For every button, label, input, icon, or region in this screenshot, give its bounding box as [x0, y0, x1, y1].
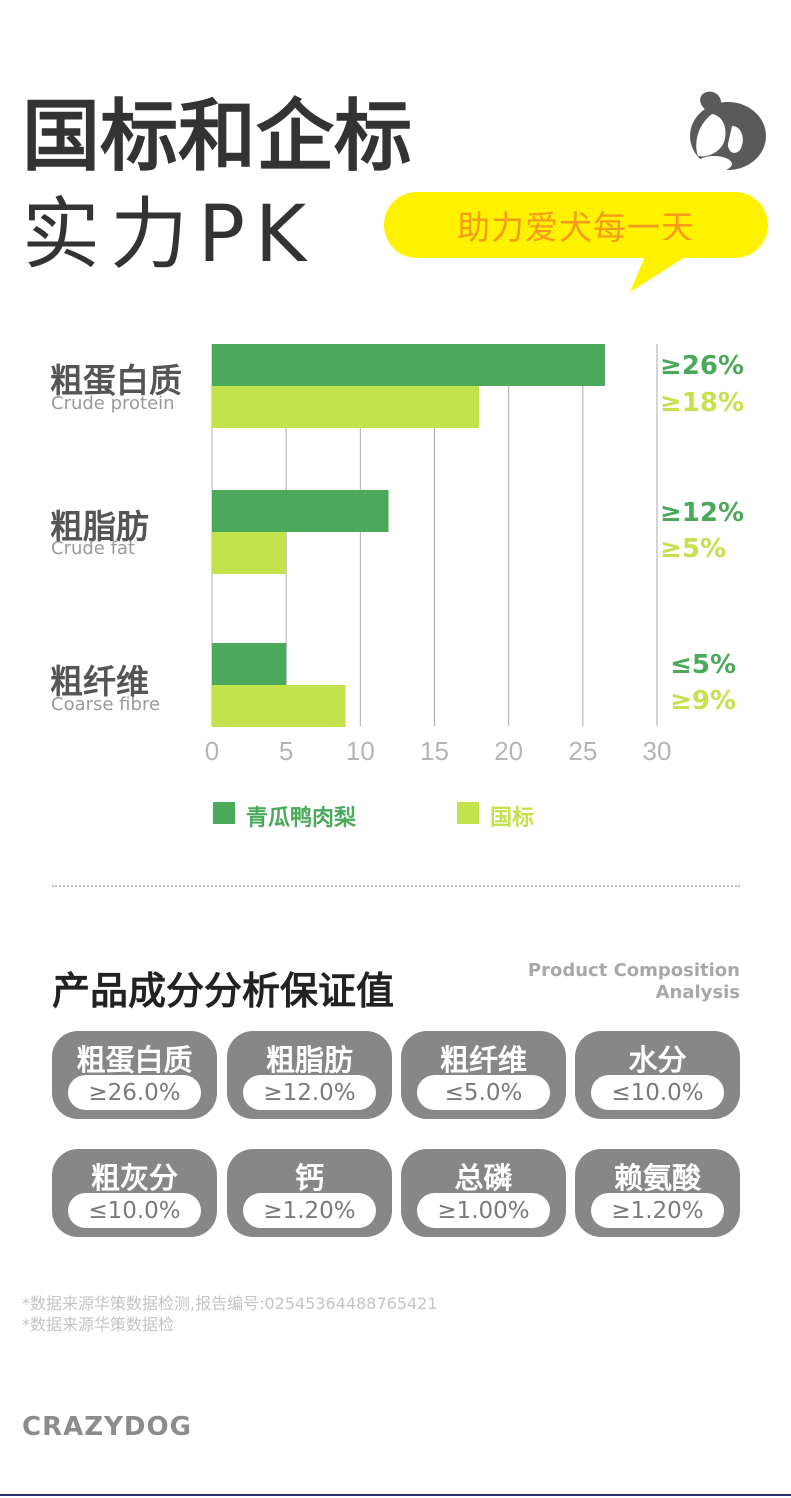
composition-card-name: 粗脂肪	[265, 1043, 353, 1077]
composition-card: 钙 ≥1.20%	[227, 1149, 392, 1237]
composition-card: 粗蛋白质 ≥26.0%	[52, 1031, 217, 1119]
x-tick-label: 5	[279, 736, 293, 766]
legend-swatch-standard	[457, 802, 479, 824]
bottom-rule	[0, 1494, 791, 1496]
value-label-brand-1: ≥12%	[660, 498, 745, 528]
composition-card-value: ≤5.0%	[417, 1075, 550, 1110]
x-tick-label: 30	[643, 736, 672, 766]
value-label-standard-0: ≥18%	[660, 388, 745, 418]
category-subtitle-1: Crude fat	[51, 538, 136, 559]
bar-standard	[212, 386, 479, 428]
x-tick-label: 0	[205, 736, 219, 766]
bar-standard	[212, 532, 287, 574]
composition-card-value: ≥1.20%	[591, 1193, 724, 1228]
x-tick-label: 10	[346, 736, 375, 766]
bar-brand	[212, 344, 606, 386]
footnote-1: *数据来源华策数据检测,报告编号:02545364488765421	[22, 1294, 438, 1313]
x-tick-label: 20	[494, 736, 523, 766]
composition-card-value: ≤10.0%	[68, 1193, 201, 1228]
composition-card: 粗灰分 ≤10.0%	[52, 1149, 217, 1237]
value-label-brand-2: ≤5%	[670, 650, 736, 680]
composition-card-value: ≤10.0%	[591, 1075, 724, 1110]
composition-card-value: ≥26.0%	[68, 1075, 201, 1110]
composition-card: 总磷 ≥1.00%	[401, 1149, 566, 1237]
slogan-bubble: 助力爱犬每一天	[384, 192, 768, 258]
bar-brand	[212, 643, 287, 685]
composition-card: 水分 ≤10.0%	[575, 1031, 740, 1119]
legend-swatch-brand	[213, 802, 235, 824]
composition-card: 赖氨酸 ≥1.20%	[575, 1149, 740, 1237]
composition-card-name: 总磷	[454, 1161, 513, 1195]
composition-card: 粗纤维 ≤5.0%	[401, 1031, 566, 1119]
category-label-2: 粗纤维	[50, 662, 149, 701]
value-label-standard-1: ≥5%	[660, 534, 726, 564]
bubble-tail-icon	[622, 240, 712, 299]
composition-card: 粗脂肪 ≥12.0%	[227, 1031, 392, 1119]
footnote-2: *数据来源华策数据检	[22, 1315, 175, 1334]
composition-card-value: ≥1.00%	[417, 1193, 550, 1228]
page-title-line1: 国标和企标	[22, 92, 413, 182]
legend-label-brand: 青瓜鸭肉梨	[246, 806, 357, 831]
composition-card-name: 粗纤维	[439, 1043, 527, 1077]
section-divider	[52, 885, 740, 887]
category-label-1: 粗脂肪	[50, 507, 149, 546]
composition-card-name: 赖氨酸	[613, 1161, 701, 1195]
x-tick-label: 25	[568, 736, 597, 766]
bar-brand	[212, 490, 389, 532]
value-label-standard-2: ≥9%	[670, 686, 736, 716]
composition-title-en-line1: Product Composition	[527, 960, 740, 981]
bar-standard	[212, 685, 346, 727]
page-title-line2: 实力PK	[22, 190, 317, 280]
brand-logo: CRAZYDOG	[22, 1412, 192, 1442]
category-subtitle-2: Coarse fibre	[51, 694, 161, 715]
dog-logo-icon	[684, 86, 770, 180]
composition-card-value: ≥1.20%	[243, 1193, 376, 1228]
composition-card-value: ≥12.0%	[243, 1075, 376, 1110]
composition-card-name: 粗灰分	[90, 1161, 178, 1195]
category-label-0: 粗蛋白质	[50, 361, 182, 400]
composition-title-en: Product Composition Analysis	[528, 960, 740, 1004]
legend-label-standard: 国标	[490, 806, 535, 831]
category-subtitle-0: Crude protein	[51, 393, 175, 414]
composition-card-name: 水分	[628, 1043, 687, 1077]
composition-card-name: 钙	[294, 1161, 324, 1195]
x-tick-label: 15	[420, 736, 449, 766]
value-label-brand-0: ≥26%	[660, 351, 745, 381]
composition-title-en-line2: Analysis	[655, 982, 740, 1003]
chart-canvas: 0 5 10 15 20 25 30	[205, 344, 672, 766]
composition-title: 产品成分分析保证值	[52, 969, 395, 1013]
composition-card-name: 粗蛋白质	[76, 1043, 193, 1077]
